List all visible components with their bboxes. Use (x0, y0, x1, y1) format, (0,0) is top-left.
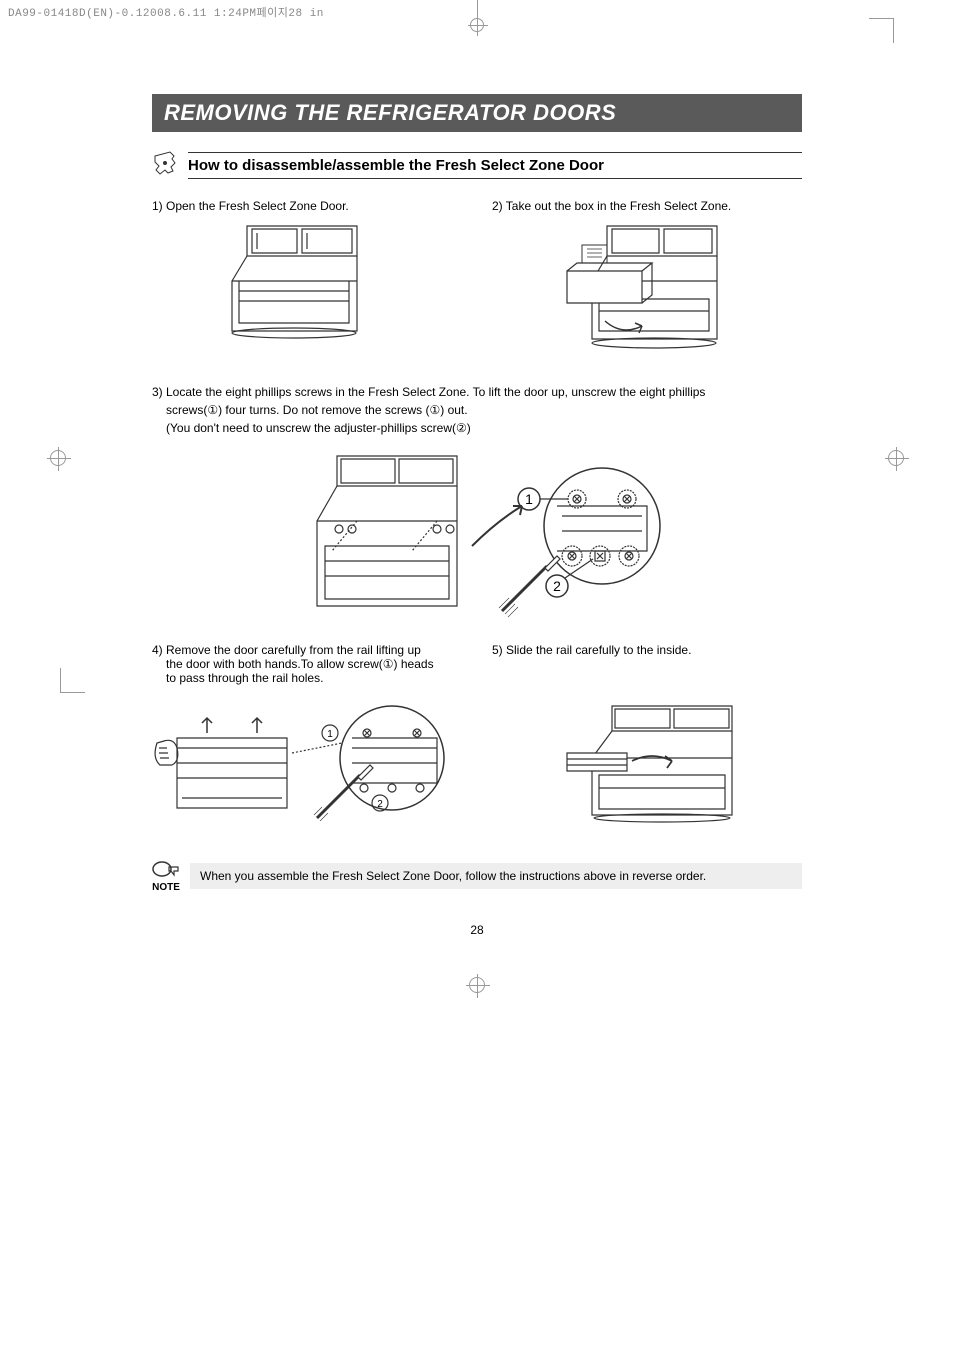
callout-2: 2 (553, 578, 561, 594)
page-title: REMOVING THE REFRIGERATOR DOORS (152, 94, 802, 132)
callout-1-small: 1 (327, 729, 333, 740)
note-label: NOTE (152, 882, 180, 893)
section-icon (152, 150, 178, 181)
page-content: REMOVING THE REFRIGERATOR DOORS How to d… (152, 94, 802, 937)
figure-step-5 (502, 703, 802, 823)
callout-1: 1 (525, 491, 533, 507)
note-icon: NOTE (152, 859, 180, 893)
step-4-line-3: to pass through the rail holes. (152, 671, 462, 685)
step-4-line-2: the door with both hands.To allow screw(… (152, 657, 462, 671)
figure-step-4: 1 2 (152, 703, 472, 823)
crop-corner-top-right (869, 18, 894, 43)
registration-mark-right (888, 450, 904, 466)
step-4-line-1: 4) Remove the door carefully from the ra… (152, 643, 462, 657)
crop-corner-bottom-left (60, 668, 85, 693)
page-number: 28 (152, 923, 802, 937)
registration-mark-bottom (0, 977, 954, 993)
step-3-line-2: screws(①) four turns. Do not remove the … (152, 401, 802, 419)
step-3-text: 3) Locate the eight phillips screws in t… (152, 383, 802, 437)
step-1-text: 1) Open the Fresh Select Zone Door. (152, 199, 462, 213)
section-title: How to disassemble/assemble the Fresh Se… (188, 152, 802, 179)
note-text: When you assemble the Fresh Select Zone … (190, 863, 802, 889)
registration-mark-left (50, 450, 66, 466)
callout-2-small: 2 (377, 799, 383, 810)
figure-step-2 (492, 221, 802, 351)
crop-mark-top (462, 0, 492, 30)
figure-step-1 (152, 221, 462, 341)
step-5-text: 5) Slide the rail carefully to the insid… (492, 643, 802, 657)
step-2-text: 2) Take out the box in the Fresh Select … (492, 199, 802, 213)
step-3-line-3: (You don't need to unscrew the adjuster-… (152, 419, 802, 437)
figure-step-3: 1 2 (152, 451, 802, 621)
step-3-line-1: 3) Locate the eight phillips screws in t… (152, 385, 705, 399)
